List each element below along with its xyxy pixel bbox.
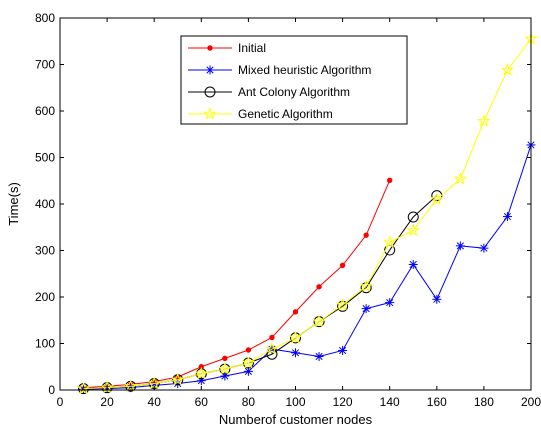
data-point <box>292 309 299 315</box>
data-point <box>194 366 208 380</box>
legend-label: Initial <box>238 41 266 55</box>
data-point <box>477 114 491 127</box>
data-point <box>76 381 91 395</box>
legend-label: Mixed heuristic Algorithm <box>238 63 371 77</box>
data-point <box>383 235 397 248</box>
ticks-layer: 0 20 40 60 80 100 120 140 160 180 200 0 100 200 300 400… <box>35 11 541 409</box>
legend-item: Ant Colony Algorithm <box>188 85 350 99</box>
legend-swatch-marker <box>207 45 213 51</box>
x-tick-label: 100 <box>285 395 305 409</box>
data-point <box>361 304 371 314</box>
data-point <box>241 356 255 369</box>
y-tick-label: 100 <box>35 337 55 351</box>
data-point <box>338 345 348 355</box>
marker-stroke <box>206 66 214 74</box>
legend-label: Ant Colony Algorithm <box>238 85 350 99</box>
marker-stroke <box>362 305 370 313</box>
series-1 <box>79 140 536 394</box>
data-point <box>384 244 396 256</box>
y-tick-label: 700 <box>35 58 55 72</box>
data-point <box>147 376 161 390</box>
data-point <box>432 294 442 304</box>
data-point <box>243 366 253 376</box>
data-point <box>455 241 465 251</box>
data-point <box>269 334 275 341</box>
data-point <box>408 259 418 269</box>
data-point <box>337 300 349 312</box>
x-tick-label: 140 <box>380 395 400 409</box>
legend-box <box>180 35 408 125</box>
marker-stroke <box>409 260 417 269</box>
y-tick-label: 200 <box>35 290 55 304</box>
data-point <box>387 177 393 183</box>
y-tick-label: 800 <box>35 11 55 25</box>
data-point <box>500 63 515 76</box>
x-tick-label: 0 <box>57 395 64 409</box>
legend-label: Genetic Algorithm <box>238 107 333 121</box>
data-point <box>453 171 467 185</box>
data-point <box>407 211 419 223</box>
data-point <box>218 362 232 375</box>
x-tick-label: 120 <box>333 395 353 409</box>
marker-stroke <box>503 212 512 221</box>
marker-stroke <box>315 352 323 361</box>
x-tick-label: 180 <box>474 395 494 409</box>
marker-stroke <box>339 346 347 355</box>
marker-stroke <box>244 367 252 375</box>
data-point <box>171 372 185 386</box>
marker-stroke <box>480 244 488 252</box>
y-tick-label: 600 <box>35 104 55 118</box>
legend-item: Initial <box>188 41 266 55</box>
data-point <box>314 352 324 362</box>
legend-swatch-marker <box>205 65 215 75</box>
series-layer <box>76 31 538 395</box>
data-point <box>339 262 346 269</box>
legend-item: Mixed heuristic Algorithm <box>188 63 371 77</box>
marker-stroke <box>433 295 441 303</box>
y-tick-label: 300 <box>35 244 55 258</box>
data-point <box>360 282 372 294</box>
legend: Initial Mixed heuristic Algorithm Ant Colo… <box>180 35 408 125</box>
marker-stroke <box>386 298 394 307</box>
y-tick-label: 500 <box>35 151 55 165</box>
x-tick-label: 160 <box>427 395 447 409</box>
data-point <box>222 355 228 362</box>
marker-stroke <box>456 242 464 250</box>
data-point <box>479 243 489 253</box>
data-point <box>124 379 138 392</box>
data-point <box>291 348 300 358</box>
data-point <box>430 192 444 205</box>
data-point <box>385 298 395 308</box>
data-point <box>245 347 252 353</box>
marker-stroke <box>291 349 300 357</box>
x-tick-label: 40 <box>148 395 162 409</box>
y-axis-title: Time(s) <box>6 182 21 226</box>
y-tick-label: 0 <box>48 383 55 397</box>
x-tick-label: 20 <box>100 395 114 409</box>
legend-swatch-marker <box>203 107 217 120</box>
data-point <box>336 297 350 311</box>
legend-item: Genetic Algorithm <box>188 107 333 121</box>
data-point <box>265 342 279 355</box>
data-point <box>312 314 326 328</box>
data-point <box>406 223 420 237</box>
x-tick-label: 60 <box>195 395 209 409</box>
legend-swatch-marker <box>204 86 216 98</box>
series-3 <box>76 31 538 395</box>
data-point <box>316 284 322 290</box>
data-point <box>502 212 512 222</box>
x-axis-title: Numberof customer nodes <box>219 412 373 427</box>
data-point <box>359 279 373 292</box>
legend-items: Initial Mixed heuristic Algorithm Ant Colo… <box>188 41 371 121</box>
data-point <box>288 330 303 344</box>
x-tick-label: 80 <box>242 395 256 409</box>
data-point <box>363 232 369 238</box>
x-tick-label: 200 <box>521 395 541 409</box>
y-tick-label: 400 <box>35 197 55 211</box>
